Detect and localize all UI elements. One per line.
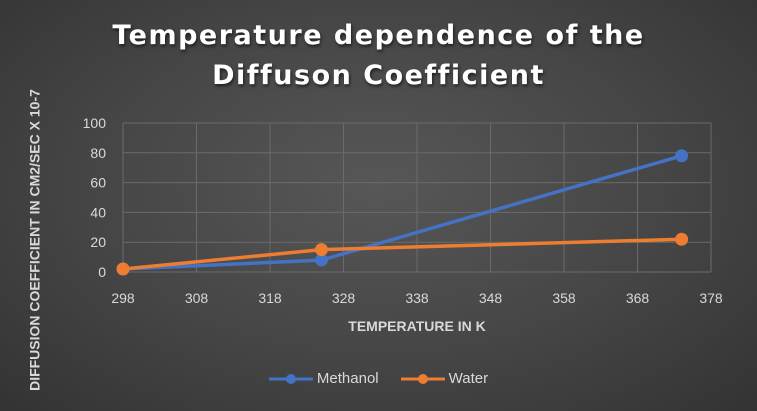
y-tick-label-60: 60 [90,175,106,191]
y-tick-label-20: 20 [90,234,106,250]
y-axis-label: DIFFUSION COEFFICIENT IN CM2/SEC X 10-7 [26,89,43,391]
legend-item-water: Water [400,370,489,387]
data-point-water-2 [675,232,689,246]
x-tick-label-308: 308 [185,290,209,306]
legend: Methanol Water [0,370,757,387]
y-tick-label-40: 40 [90,204,106,220]
x-axis-label: TEMPERATURE IN K [348,318,486,334]
legend-label-methanol: Methanol [316,370,379,387]
chart-title-line-1: Temperature dependence of the [112,20,645,51]
x-tick-label-358: 358 [552,290,576,306]
data-point-water-0 [116,262,130,276]
legend-marker-methanol [268,373,313,384]
x-tick-label-368: 368 [626,290,650,306]
chart-title-line-2: Diffuson Coefficient [212,60,545,91]
y-tick-label-80: 80 [90,145,106,161]
x-tick-label-378: 378 [699,290,723,306]
data-point-water-1 [314,243,328,257]
x-tick-label-348: 348 [479,290,503,306]
x-tick-label-298: 298 [111,290,135,306]
x-tick-label-318: 318 [258,290,282,306]
y-tick-label-100: 100 [83,115,107,131]
legend-label-water: Water [448,370,489,387]
data-point-methanol-2 [675,149,689,163]
y-tick-label-0: 0 [98,264,106,280]
x-tick-label-328: 328 [332,290,356,306]
legend-item-methanol: Methanol [268,370,379,387]
legend-marker-water [400,373,445,384]
data-point-methanol-1 [314,253,328,267]
x-tick-label-338: 338 [405,290,429,306]
